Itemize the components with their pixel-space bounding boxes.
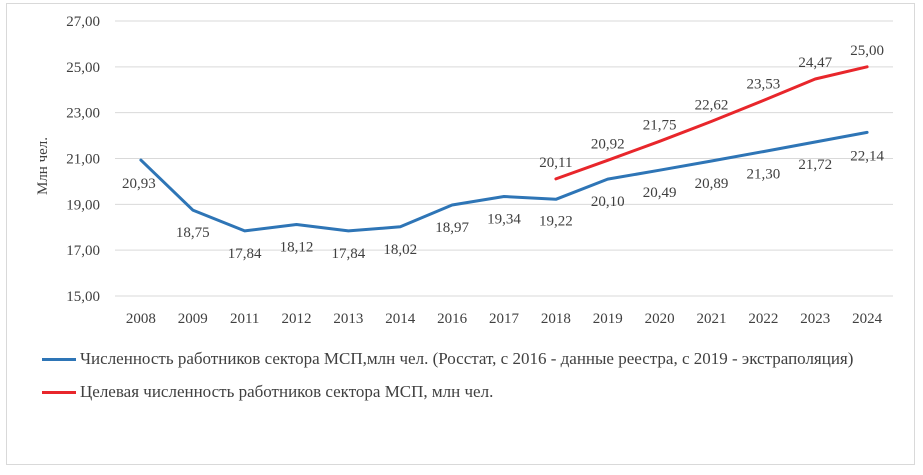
y-tick-label: 15,00 [66,289,100,305]
x-tick-label: 2011 [230,311,259,327]
data-label-actual: 17,84 [332,246,366,262]
y-axis-label: Млн чел. [35,137,51,195]
legend-label-target: Целевая численность работников сектора М… [80,382,494,401]
series-lines [139,65,869,233]
x-tick-label: 2014 [385,311,416,327]
data-label-actual: 22,14 [850,148,884,164]
legend-item-target: Целевая численность работников сектора М… [42,380,902,403]
data-label-target: 25,00 [850,43,884,59]
x-tick-label: 2021 [696,311,726,327]
x-tick-label: 2020 [645,311,675,327]
data-label-actual: 18,97 [435,220,469,236]
x-tick-label: 2019 [593,311,623,327]
data-label-actual: 21,30 [746,167,780,183]
x-tick-label: 2022 [748,311,778,327]
chart-frame [6,3,915,465]
data-label-actual: 20,89 [695,176,729,192]
x-tick-label: 2023 [800,311,830,327]
data-label-target: 20,92 [591,136,625,152]
x-tick-label: 2024 [852,311,883,327]
x-tick-label: 2018 [541,311,571,327]
data-label-actual: 21,72 [798,157,832,173]
gridlines [115,20,893,297]
data-label-target: 22,62 [695,97,729,113]
y-tick-label: 21,00 [66,152,100,168]
legend-swatch-actual [42,358,76,361]
data-label-target: 23,53 [746,77,780,93]
data-label-target: 21,75 [643,117,677,133]
data-label-actual: 18,12 [280,240,314,256]
x-tick-label: 2016 [437,311,468,327]
line-chart: 15,00 17,00 19,00 21,00 23,00 25,00 27,00 2008… [35,14,893,327]
series-line-actual [139,130,869,233]
x-tick-label: 2013 [333,311,363,327]
series-line-target [554,65,869,181]
data-label-actual: 20,49 [643,185,677,201]
data-label-actual: 18,75 [176,225,210,241]
x-axis-ticks: 2008 2009 2011 2012 2013 2014 2016 2017 2018 2019… [126,311,883,327]
y-tick-label: 27,00 [66,14,100,30]
x-tick-label: 2017 [489,311,520,327]
legend-label-actual: Численность работников сектора МСП,млн ч… [80,349,854,368]
x-tick-label: 2012 [282,311,312,327]
y-tick-label: 17,00 [66,243,100,259]
data-label-actual: 20,93 [122,176,156,192]
data-label-actual: 20,10 [591,194,625,210]
y-tick-label: 23,00 [66,106,100,122]
data-label-target: 24,47 [798,55,832,71]
data-labels: 20,93 18,75 17,84 18,12 17,84 18,02 18,97 19,34… [122,43,884,262]
y-axis-ticks: 15,00 17,00 19,00 21,00 23,00 25,00 27,00 [66,14,100,305]
y-tick-label: 19,00 [66,197,100,213]
legend-item-actual: Численность работников сектора МСП,млн ч… [42,347,902,370]
data-label-actual: 17,84 [228,246,262,262]
data-label-actual: 19,22 [539,213,573,229]
data-label-target: 20,11 [539,155,572,171]
data-label-actual: 18,02 [383,242,417,258]
x-tick-label: 2009 [178,311,208,327]
legend-swatch-target [42,391,76,394]
y-tick-label: 25,00 [66,60,100,76]
x-tick-label: 2008 [126,311,156,327]
data-label-actual: 19,34 [487,212,521,228]
legend: Численность работников сектора МСП,млн ч… [42,347,902,413]
